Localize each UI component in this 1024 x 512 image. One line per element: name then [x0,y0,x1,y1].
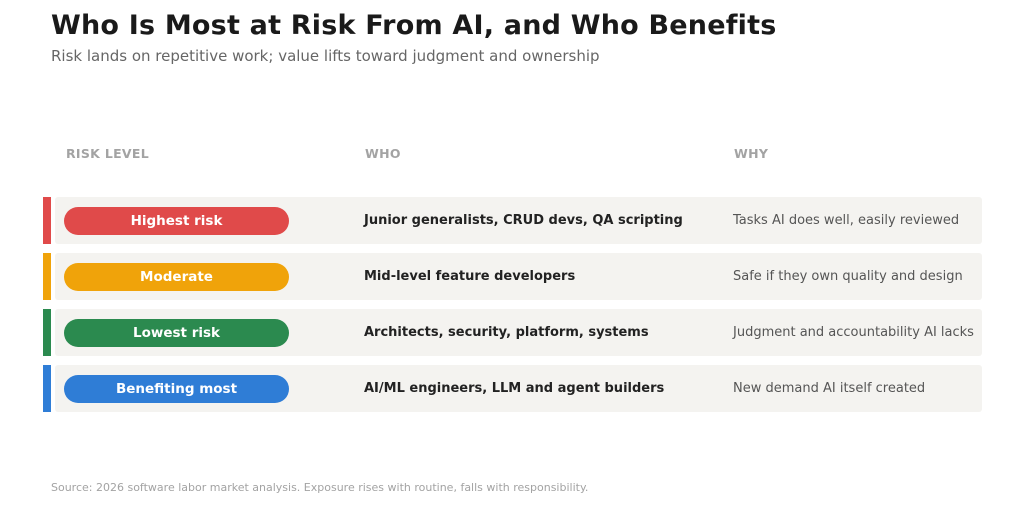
why-cell: New demand AI itself created [733,381,926,396]
source-note: Source: 2026 software labor market analy… [51,481,589,494]
why-cell: Tasks AI does well, easily reviewed [733,213,960,228]
table-row: Benefiting most AI/ML engineers, LLM and … [43,365,982,412]
who-cell: AI/ML engineers, LLM and agent builders [364,381,665,396]
chart-title: Who Is Most at Risk From AI, and Who Ben… [51,10,777,41]
column-header-who: WHO [365,146,401,161]
risk-level-pill: Moderate [64,263,289,291]
risk-level-pill: Benefiting most [64,375,289,403]
column-header-why: WHY [734,146,769,161]
who-cell: Junior generalists, CRUD devs, QA script… [364,213,683,228]
why-cell: Judgment and accountability AI lacks [733,325,974,340]
row-accent-bar [43,253,51,300]
chart-subtitle: Risk lands on repetitive work; value lif… [51,47,600,65]
row-accent-bar [43,365,51,412]
column-header-risk-level: RISK LEVEL [66,146,149,161]
risk-level-pill: Highest risk [64,207,289,235]
table-row: Highest risk Junior generalists, CRUD dev… [43,197,982,244]
table-row: Lowest risk Architects, security, platfor… [43,309,982,356]
row-accent-bar [43,197,51,244]
table-row: Moderate Mid-level feature developers Safe… [43,253,982,300]
why-cell: Safe if they own quality and design [733,269,963,284]
who-cell: Architects, security, platform, systems [364,325,649,340]
row-accent-bar [43,309,51,356]
who-cell: Mid-level feature developers [364,269,576,284]
risk-level-pill: Lowest risk [64,319,289,347]
